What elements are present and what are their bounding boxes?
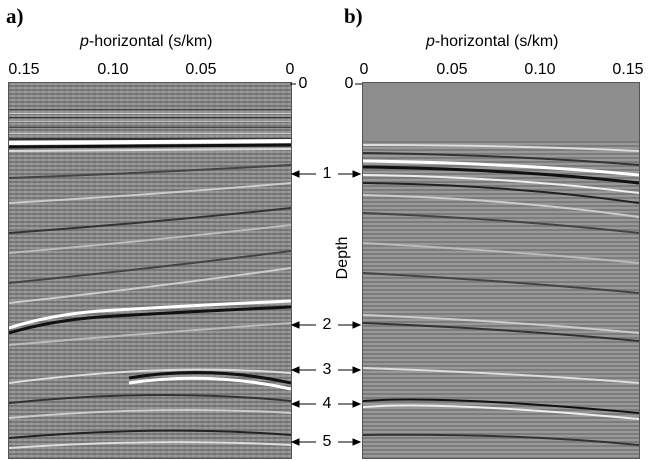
marker-2-arrows bbox=[290, 321, 362, 329]
panel-b-tick-label: 0 bbox=[359, 61, 369, 78]
panel-a-curved-events bbox=[9, 164, 291, 449]
panel-a-letter: a) bbox=[6, 4, 24, 28]
panel-b-tick-label: 0.10 bbox=[524, 61, 556, 78]
depth-marker-5: 5 bbox=[322, 433, 332, 450]
depth-marker-2: 2 bbox=[322, 316, 332, 333]
seismic-panel-a-image bbox=[9, 83, 291, 458]
panel-a-reflector bbox=[9, 139, 291, 145]
depth-marker-4: 4 bbox=[322, 395, 332, 412]
marker-1-arrows bbox=[290, 170, 362, 178]
marker-3-arrows bbox=[290, 366, 362, 374]
panel-a-top-band bbox=[9, 109, 291, 140]
marker-4-arrows bbox=[290, 400, 362, 408]
panel-b-axis-title-p: p bbox=[426, 33, 435, 50]
panel-b-tick-label: 0.15 bbox=[612, 61, 644, 78]
seismic-panel-a bbox=[8, 82, 292, 459]
marker-5-arrows bbox=[290, 438, 362, 446]
panel-b-curved-events bbox=[363, 144, 639, 446]
panel-a-tick-label: 0 bbox=[285, 61, 295, 78]
panel-b-axis-title: p-horizontal (s/km) bbox=[426, 34, 558, 50]
depth-zero-label-b: 0 bbox=[344, 75, 354, 92]
panel-b-letter: b) bbox=[344, 4, 363, 28]
depth-zero-label-a: 0 bbox=[298, 75, 308, 92]
panel-a-tick-label: 0.05 bbox=[185, 61, 217, 78]
seismic-panel-b bbox=[362, 82, 640, 459]
panel-b-axis-title-rest: -horizontal (s/km) bbox=[434, 33, 559, 50]
seismic-panel-b-image bbox=[363, 83, 639, 458]
depth-marker-1: 1 bbox=[322, 165, 332, 182]
depth-axis-label: Depth bbox=[334, 236, 351, 280]
panel-a-axis-title: p-horizontal (s/km) bbox=[80, 34, 212, 50]
depth-marker-3: 3 bbox=[322, 361, 332, 378]
panel-b-tick-label: 0.05 bbox=[436, 61, 468, 78]
panel-a-tick-label: 0.15 bbox=[8, 61, 40, 78]
panel-a-axis-title-p: p bbox=[80, 33, 89, 50]
marker-arrows bbox=[290, 170, 362, 446]
panel-a-axis-title-rest: -horizontal (s/km) bbox=[88, 33, 213, 50]
panel-a-tick-label: 0.10 bbox=[97, 61, 129, 78]
panel-a-reflector bbox=[9, 148, 291, 152]
panel-a-reflector bbox=[9, 143, 291, 149]
